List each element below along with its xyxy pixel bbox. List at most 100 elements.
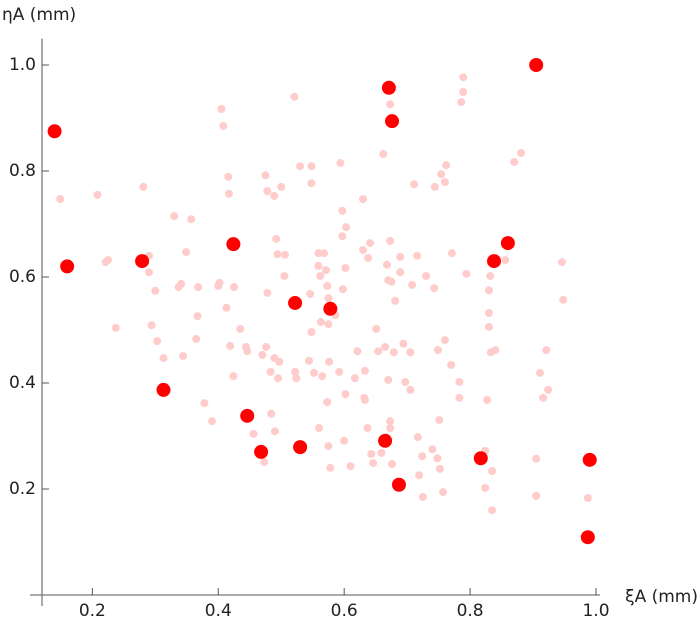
point xyxy=(156,382,171,397)
point xyxy=(336,159,345,168)
point xyxy=(535,368,544,377)
point xyxy=(315,424,323,433)
point xyxy=(406,348,415,357)
point xyxy=(491,346,500,355)
point xyxy=(459,88,468,97)
point xyxy=(447,360,456,369)
point xyxy=(440,336,449,345)
point xyxy=(224,172,233,181)
point xyxy=(325,357,334,366)
point xyxy=(372,324,381,333)
point xyxy=(290,92,299,101)
point xyxy=(488,466,497,475)
point xyxy=(194,283,203,292)
point xyxy=(442,161,451,170)
point xyxy=(580,530,595,545)
point xyxy=(369,459,378,468)
point xyxy=(338,206,347,215)
point xyxy=(418,452,427,461)
point xyxy=(413,433,422,442)
point xyxy=(104,256,113,265)
point xyxy=(249,429,258,438)
point xyxy=(321,266,330,275)
point xyxy=(200,399,209,408)
point xyxy=(135,254,150,269)
x-tick-label: 0.8 xyxy=(457,601,484,621)
point xyxy=(335,367,344,376)
point xyxy=(559,295,568,304)
point xyxy=(111,323,120,332)
point xyxy=(439,488,448,497)
point xyxy=(410,180,419,189)
point xyxy=(539,393,548,402)
point xyxy=(277,182,286,191)
point xyxy=(224,189,233,198)
point xyxy=(151,286,160,295)
point xyxy=(314,261,323,270)
point xyxy=(382,260,391,269)
point xyxy=(487,254,502,269)
point xyxy=(367,450,376,459)
point xyxy=(47,124,62,139)
x-tick-label: 0.6 xyxy=(331,601,358,621)
point xyxy=(306,289,315,298)
point xyxy=(396,252,405,261)
point xyxy=(363,424,372,433)
point xyxy=(243,347,252,356)
point xyxy=(374,347,383,356)
point xyxy=(341,263,350,272)
point xyxy=(226,341,235,350)
point xyxy=(56,195,65,204)
point xyxy=(396,268,405,277)
point xyxy=(532,454,541,463)
point xyxy=(274,374,283,383)
point xyxy=(401,377,410,386)
point xyxy=(229,372,238,381)
point xyxy=(260,457,269,466)
point xyxy=(408,280,417,289)
point xyxy=(387,277,396,286)
point xyxy=(501,256,510,265)
point xyxy=(273,250,282,259)
point xyxy=(338,232,347,241)
x-axis-label: ξA (mm) xyxy=(625,587,698,607)
point xyxy=(215,278,224,287)
point xyxy=(236,324,245,333)
point xyxy=(360,395,369,404)
point xyxy=(418,492,427,501)
point xyxy=(222,303,231,312)
point xyxy=(381,80,396,95)
point xyxy=(359,195,368,204)
point xyxy=(430,284,439,293)
point xyxy=(365,239,374,248)
point xyxy=(267,409,276,418)
point xyxy=(457,98,466,107)
point xyxy=(399,339,408,348)
point xyxy=(517,148,526,157)
y-tick-label: 0.8 xyxy=(9,161,36,181)
point xyxy=(455,393,464,402)
point xyxy=(583,494,592,503)
point xyxy=(437,170,446,179)
point xyxy=(435,464,444,473)
point xyxy=(296,162,305,171)
point xyxy=(170,212,179,221)
point xyxy=(529,58,544,72)
point xyxy=(386,424,395,433)
point xyxy=(455,377,464,386)
point xyxy=(510,157,519,166)
point xyxy=(147,321,156,330)
point xyxy=(386,236,395,245)
point xyxy=(385,114,400,129)
point xyxy=(266,367,275,376)
point xyxy=(481,483,490,492)
point xyxy=(323,282,332,291)
point xyxy=(459,73,468,82)
point xyxy=(304,356,313,365)
point xyxy=(217,104,226,113)
point xyxy=(262,342,271,351)
y-tick-label: 1.0 xyxy=(9,55,36,75)
point xyxy=(406,385,415,394)
point xyxy=(542,346,551,355)
point xyxy=(192,335,201,344)
